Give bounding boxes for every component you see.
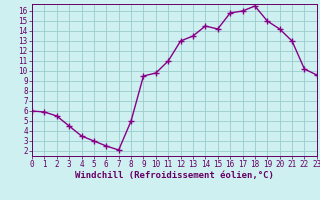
X-axis label: Windchill (Refroidissement éolien,°C): Windchill (Refroidissement éolien,°C): [75, 171, 274, 180]
